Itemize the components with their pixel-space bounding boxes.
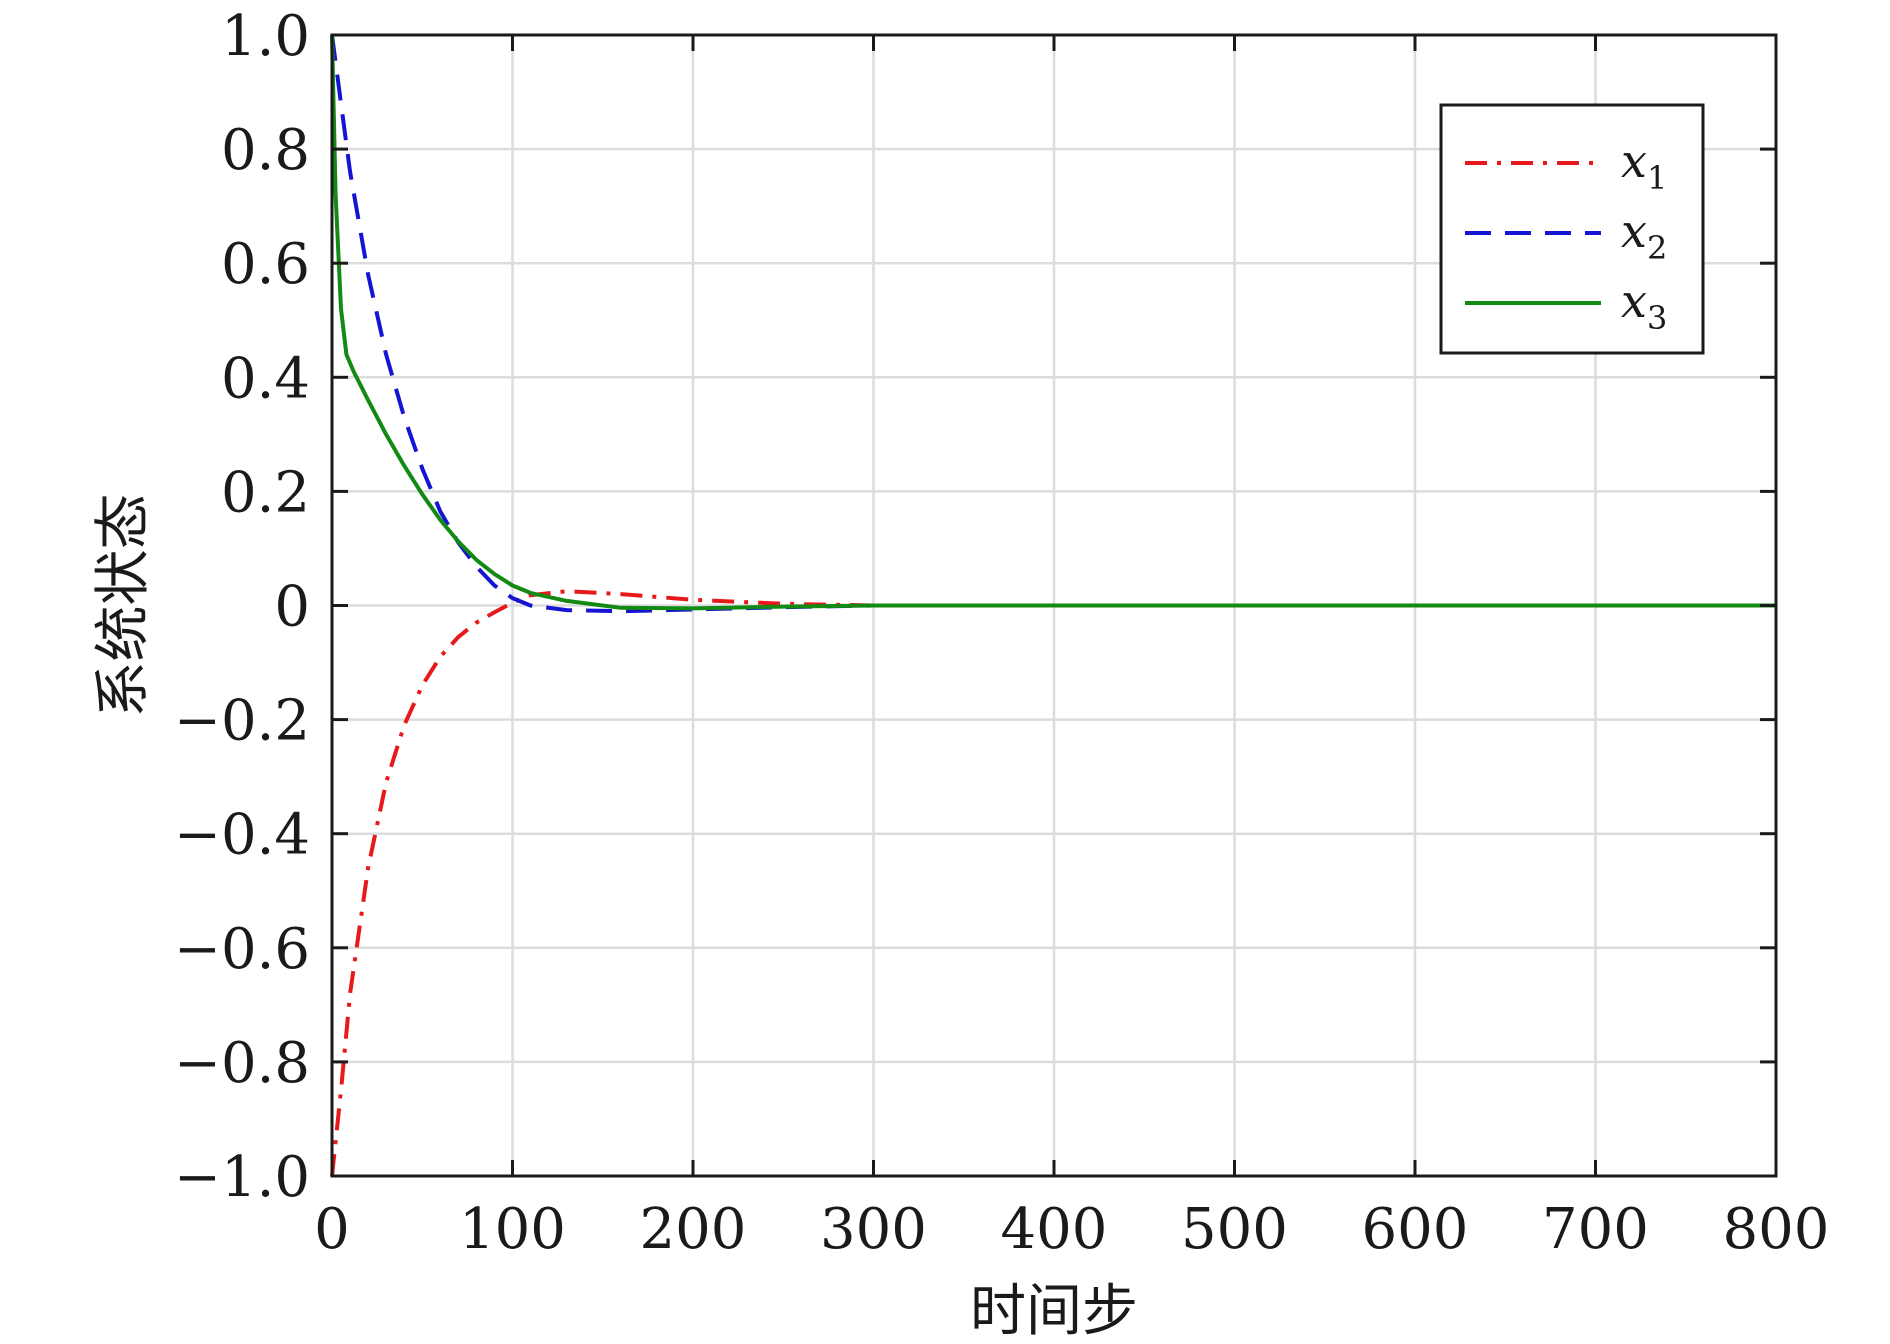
x-tick-label: 300: [820, 1197, 927, 1262]
y-tick-label: 1.0: [221, 4, 310, 69]
y-tick-label: −0.2: [174, 689, 310, 754]
series-layer: [330, 34, 1776, 1177]
y-axis-label: 系统状态: [91, 494, 156, 718]
legend-entry-1: x1: [1621, 134, 1667, 197]
y-tick-label: −0.8: [174, 1031, 310, 1096]
tick-marks: [330, 33, 1778, 1178]
y-tick-label: 0.8: [221, 118, 310, 183]
x-tick-label: 700: [1542, 1197, 1649, 1262]
legend-entry-3: x3: [1621, 274, 1667, 337]
x-tick-label: 800: [1723, 1197, 1830, 1262]
x-tick-label: 100: [459, 1197, 566, 1262]
x-tick-label: 500: [1181, 1197, 1288, 1262]
x-tick-label: 0: [314, 1197, 350, 1262]
y-tick-labels: 1.0 0.8 0.6 0.4 0.2 0 −0.2 −0.4 −0.6 −0.8 −1.0: [174, 4, 310, 1210]
series-line-3: [330, 34, 1776, 611]
legend-box: [1439, 103, 1705, 355]
y-tick-label: 0.4: [221, 346, 310, 411]
x-axis-label: 时间步: [970, 1279, 1138, 1344]
legend-entry-2: x2: [1621, 204, 1667, 267]
legend-entry-subscript: 1: [1647, 159, 1667, 197]
legend-entry-name: x: [1621, 134, 1647, 188]
y-tick-label: −0.4: [174, 803, 310, 868]
y-tick-label: −0.6: [174, 917, 310, 982]
legend-entry-subscript: 2: [1647, 229, 1667, 267]
x-tick-label: 400: [1001, 1197, 1108, 1262]
y-tick-label: 0: [274, 575, 310, 640]
legend-entry-name: x: [1621, 274, 1647, 328]
y-tick-label: 0.6: [221, 232, 310, 297]
grid: [330, 33, 1778, 1178]
y-tick-label: −1.0: [174, 1145, 310, 1210]
x-tick-label: 600: [1362, 1197, 1469, 1262]
x-tick-label: 200: [640, 1197, 747, 1262]
legend-entry-name: x: [1621, 204, 1647, 258]
legend-entry-subscript: 3: [1647, 299, 1667, 337]
x-tick-labels: 0 100 200 300 400 500 600 700 800: [314, 1197, 1829, 1262]
y-tick-label: 0.2: [221, 460, 310, 525]
